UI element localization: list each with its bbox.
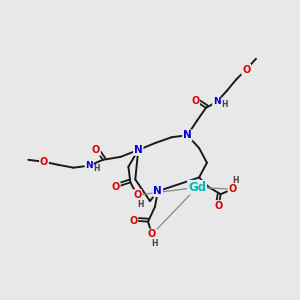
Text: O: O bbox=[148, 230, 156, 239]
Text: O: O bbox=[242, 64, 250, 74]
Text: O: O bbox=[129, 216, 137, 226]
Text: O: O bbox=[228, 184, 237, 194]
Text: H: H bbox=[137, 200, 143, 209]
Text: H: H bbox=[94, 164, 100, 173]
Text: N: N bbox=[183, 130, 192, 140]
Text: O: O bbox=[112, 182, 120, 192]
Text: O: O bbox=[214, 201, 223, 211]
Text: H: H bbox=[152, 239, 158, 248]
Text: O: O bbox=[191, 96, 199, 106]
Text: O: O bbox=[92, 145, 100, 155]
Text: H: H bbox=[221, 100, 228, 109]
Text: N: N bbox=[213, 98, 220, 106]
Text: N: N bbox=[134, 145, 142, 155]
Text: O: O bbox=[40, 157, 48, 167]
Text: Gd: Gd bbox=[188, 181, 206, 194]
Text: N: N bbox=[154, 186, 162, 196]
Text: N: N bbox=[85, 161, 93, 170]
Text: H: H bbox=[232, 176, 239, 185]
Text: O: O bbox=[133, 190, 141, 200]
